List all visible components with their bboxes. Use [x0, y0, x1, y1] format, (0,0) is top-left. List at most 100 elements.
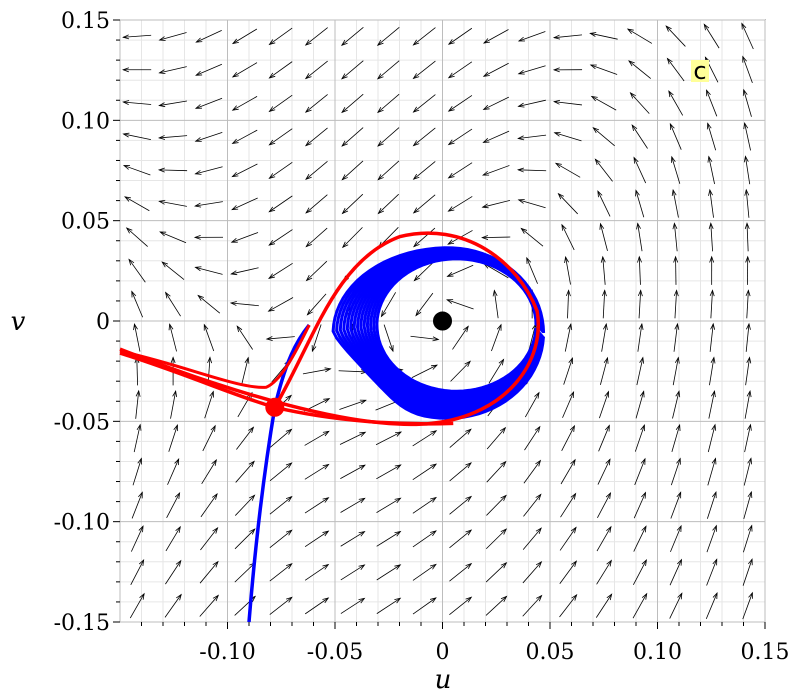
- field-arrow: [414, 260, 435, 281]
- field-arrow: [130, 526, 144, 552]
- field-arrow-head: [569, 424, 575, 432]
- field-arrow-head: [265, 336, 273, 342]
- field-arrow: [131, 492, 143, 519]
- field-arrow-head: [164, 291, 171, 299]
- field-arrow-head: [412, 39, 420, 46]
- field-arrow: [746, 290, 749, 319]
- field-arrow-head: [592, 127, 600, 134]
- field-arrow: [638, 290, 642, 319]
- field-arrow-head: [207, 356, 213, 364]
- field-arrow: [160, 231, 187, 244]
- field-arrow-head: [605, 458, 611, 466]
- field-arrow-head: [675, 423, 681, 431]
- field-arrow-head: [430, 430, 438, 436]
- field-arrow: [165, 560, 182, 585]
- field-arrow: [339, 399, 366, 410]
- field-arrow: [562, 391, 574, 418]
- field-arrow: [482, 236, 511, 239]
- field-arrow-head: [745, 289, 751, 297]
- field-arrow: [269, 462, 292, 482]
- field-arrow-head: [482, 104, 490, 110]
- field-arrow-head: [492, 289, 498, 297]
- field-arrow: [633, 526, 647, 552]
- field-arrow: [669, 593, 683, 619]
- field-arrow-head: [133, 322, 138, 331]
- field-arrow-head: [707, 155, 713, 163]
- field-arrow-head: [571, 593, 578, 601]
- field-arrow-head: [498, 358, 505, 366]
- field-arrow: [199, 561, 219, 584]
- field-arrow-head: [394, 497, 402, 504]
- field-arrow-head: [231, 71, 239, 78]
- field-arrow: [169, 324, 177, 352]
- field-arrow-head: [304, 106, 312, 113]
- field-arrow: [554, 101, 583, 106]
- field-arrow-head: [712, 591, 718, 600]
- field-arrow-head: [305, 241, 312, 248]
- field-arrow: [412, 564, 437, 581]
- field-arrow: [340, 497, 365, 513]
- field-arrow: [304, 497, 329, 514]
- field-arrow-head: [285, 563, 293, 570]
- field-arrow-head: [211, 493, 218, 500]
- field-arrow: [132, 458, 142, 486]
- field-arrow-head: [230, 270, 238, 276]
- field-arrow: [377, 60, 400, 80]
- field-arrow-head: [552, 67, 560, 73]
- field-arrow: [707, 424, 716, 453]
- field-arrow-head: [394, 431, 403, 437]
- field-arrow-head: [394, 564, 402, 570]
- field-arrow: [269, 94, 293, 112]
- field-arrow: [742, 56, 753, 84]
- field-arrow: [231, 267, 259, 275]
- field-arrow: [635, 391, 645, 419]
- y-tick-label: -0.15: [54, 611, 110, 636]
- field-arrow: [342, 193, 364, 214]
- field-arrow: [123, 165, 151, 176]
- field-arrow: [448, 196, 473, 212]
- field-arrow-head: [570, 492, 577, 500]
- field-arrow: [167, 458, 180, 485]
- field-arrow: [376, 531, 401, 547]
- field-arrow-head: [747, 490, 753, 498]
- field-arrow-head: [482, 137, 490, 143]
- field-arrow: [202, 425, 216, 452]
- spiral-trajectory: [331, 246, 546, 420]
- field-arrow: [269, 27, 293, 45]
- field-arrow-head: [249, 528, 256, 535]
- field-arrow-head: [135, 389, 141, 397]
- field-arrow: [159, 100, 187, 106]
- field-arrow: [159, 32, 187, 41]
- field-arrow-head: [641, 525, 647, 533]
- field-arrow: [165, 292, 181, 317]
- field-arrow: [706, 90, 718, 117]
- field-arrow: [674, 290, 677, 319]
- field-arrow-head: [447, 106, 455, 112]
- field-arrow: [134, 324, 141, 352]
- field-arrow-head: [747, 423, 752, 431]
- field-arrow: [518, 65, 546, 75]
- field-arrow: [630, 92, 650, 114]
- field-arrow: [268, 297, 294, 312]
- field-arrow-head: [552, 34, 561, 40]
- field-arrow: [339, 431, 366, 445]
- field-arrow-head: [534, 425, 541, 433]
- field-arrow: [561, 425, 575, 452]
- field-arrow: [232, 129, 258, 144]
- y-tick-label: -0.05: [54, 410, 110, 435]
- field-arrow-head: [122, 67, 129, 73]
- field-arrow-head: [747, 524, 753, 532]
- field-arrow: [743, 491, 752, 519]
- field-arrow: [669, 123, 682, 150]
- field-arrow: [376, 464, 401, 480]
- field-arrow: [268, 229, 293, 246]
- field-arrow-head: [669, 122, 675, 130]
- field-arrow-head: [412, 73, 420, 80]
- field-arrow-head: [341, 241, 349, 249]
- field-arrow-head: [553, 99, 561, 105]
- field-arrow: [124, 196, 150, 212]
- field-arrow-head: [637, 289, 643, 297]
- field-arrow-head: [744, 222, 750, 230]
- field-arrow: [743, 89, 752, 117]
- field-arrow-head: [517, 69, 525, 75]
